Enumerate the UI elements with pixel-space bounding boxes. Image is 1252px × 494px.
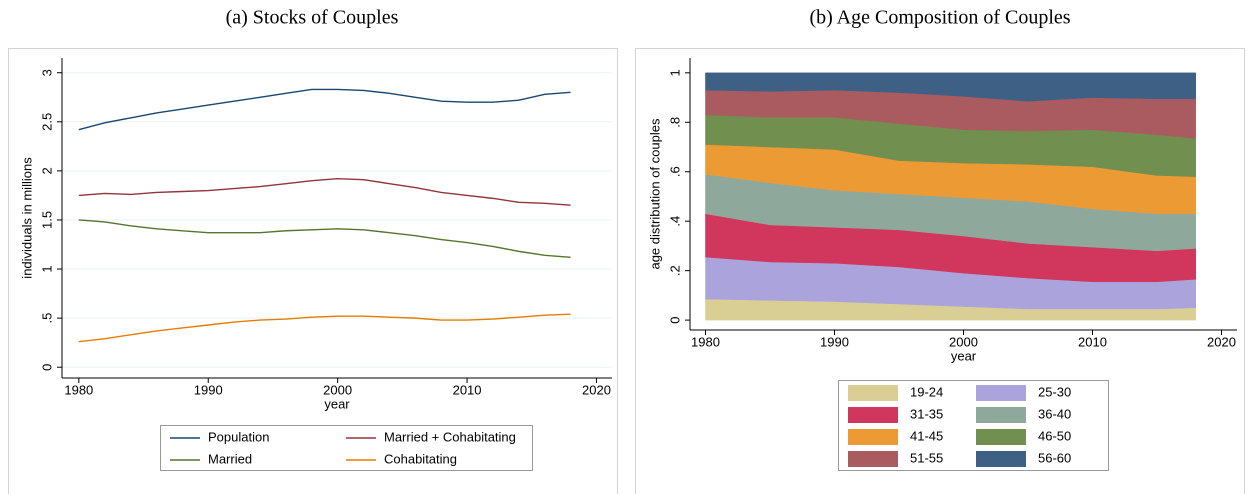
x-tick-label: 2000 — [949, 334, 978, 349]
x-axis-title: year — [951, 348, 977, 363]
y-tick-label: .2 — [667, 265, 682, 276]
y-axis-title: individuals in millions — [19, 157, 34, 279]
y-tick-label: .6 — [667, 166, 682, 177]
legend-swatch — [848, 429, 898, 445]
line — [78, 219, 571, 258]
legend-label: 31-35 — [910, 406, 943, 421]
y-tick-label: .8 — [667, 117, 682, 128]
legend-label: Married — [208, 451, 252, 466]
y-tick-label: 0 — [667, 316, 682, 323]
panel-frame — [635, 48, 1245, 494]
legend-swatch — [848, 451, 898, 467]
line — [78, 178, 571, 206]
legend-box — [160, 425, 533, 471]
legend-swatch — [976, 429, 1026, 445]
y-axis-title: age distribution of couples — [647, 118, 662, 270]
area — [705, 72, 1196, 102]
y-tick-label: 2.5 — [39, 113, 54, 131]
y-tick-label: .5 — [39, 313, 54, 324]
y-tick-label: 1 — [39, 265, 54, 272]
x-tick-label: 1980 — [64, 382, 93, 397]
legend-label: 25-30 — [1038, 384, 1071, 399]
y-tick-label: 1 — [667, 69, 682, 76]
chart-title: (a) Stocks of Couples — [226, 7, 399, 29]
legend-swatch — [848, 385, 898, 401]
legend-label: 36-40 — [1038, 406, 1071, 421]
x-tick-label: 1990 — [820, 334, 849, 349]
line — [78, 88, 571, 131]
legend-swatch — [976, 407, 1026, 423]
legend-label: 19-24 — [910, 384, 943, 399]
x-tick-label: 2020 — [1207, 334, 1236, 349]
x-tick-label: 2020 — [582, 382, 611, 397]
legend-label: 51-55 — [910, 450, 943, 465]
x-tick-label: 2010 — [1078, 334, 1107, 349]
legend-label: 41-45 — [910, 428, 943, 443]
y-tick-label: 1.5 — [39, 211, 54, 229]
x-tick-label: 1990 — [194, 382, 223, 397]
legend-swatch — [976, 385, 1026, 401]
legend-label: 56-60 — [1038, 450, 1071, 465]
line — [78, 313, 571, 343]
legend-swatch — [848, 407, 898, 423]
y-tick-label: 2 — [39, 167, 54, 174]
legend-label: Married + Cohabitating — [384, 429, 516, 444]
legend-swatch — [976, 451, 1026, 467]
x-axis-title: year — [324, 396, 350, 411]
x-tick-label: 2000 — [323, 382, 352, 397]
y-tick-label: .4 — [667, 216, 682, 227]
legend-label: Population — [208, 429, 269, 444]
chart-title: (b) Age Composition of Couples — [809, 7, 1070, 29]
y-tick-label: 3 — [39, 69, 54, 76]
panel-frame — [8, 48, 618, 494]
x-tick-label: 2010 — [453, 382, 482, 397]
legend-label: 46-50 — [1038, 428, 1071, 443]
legend-label: Cohabitating — [384, 451, 457, 466]
x-tick-label: 1980 — [691, 334, 720, 349]
y-tick-label: 0 — [39, 364, 54, 371]
